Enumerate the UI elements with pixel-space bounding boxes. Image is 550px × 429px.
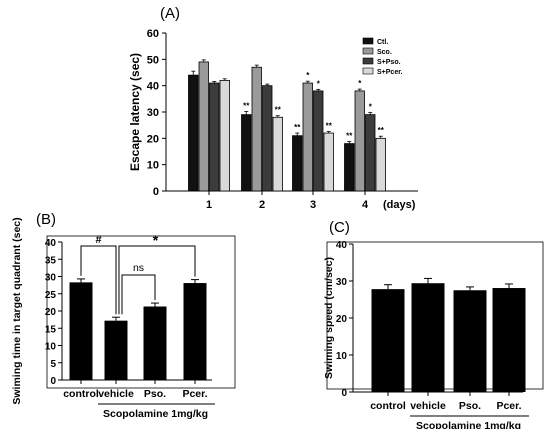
legend-label: S+Pso. — [377, 59, 401, 66]
chart-panel-b: 0 5 10 15 20 25 30 35 40 Swiming time in target q… — [11, 217, 236, 420]
bar-ctl-day3 — [292, 135, 303, 192]
x-tick-label: control — [63, 388, 99, 400]
bar-sco-day1 — [198, 61, 209, 192]
bar-pcer — [183, 283, 207, 380]
chart-panel-a: 0 10 20 30 40 50 60 Escape latency (sec) 1 2 3 4 (da… — [128, 28, 418, 211]
y-tick-label: 20 — [45, 307, 57, 318]
x-tick-label: vehicle — [98, 388, 134, 400]
bar-ctl-day2 — [241, 114, 252, 192]
y-tick-label: 15 — [45, 324, 57, 335]
x-axis-title: Scopolamine 1mg/kg — [103, 408, 208, 420]
y-tick-label: 5 — [50, 359, 56, 370]
sig-label: * — [153, 232, 159, 248]
bar-spcer-day4 — [375, 137, 386, 192]
y-tick-label: 60 — [147, 28, 159, 40]
bar-vehicle — [411, 283, 445, 392]
significance-marker: ** — [294, 123, 301, 132]
x-axis-title: Scopolamine 1mg/kg — [416, 420, 521, 429]
panel-frame — [46, 235, 236, 389]
y-tick-label: 35 — [45, 255, 57, 266]
panel-label-c: (C) — [329, 219, 350, 236]
bar-spcer-day2 — [272, 116, 283, 192]
y-tick-label: 50 — [147, 54, 159, 66]
legend-swatch — [362, 47, 374, 55]
y-tick-label: 20 — [147, 133, 159, 145]
legend-swatch — [362, 57, 374, 65]
bar-ctl-day1 — [188, 74, 199, 192]
sig-label: ns — [133, 262, 144, 274]
y-tick-label: 10 — [336, 351, 348, 362]
sig-bracket — [80, 245, 117, 315]
bar-sco-day4 — [354, 90, 365, 192]
legend-swatch — [362, 37, 374, 45]
bar-spcer-day1 — [219, 80, 230, 192]
bar-control — [371, 289, 405, 392]
x-tick-label: vehicle — [410, 400, 446, 412]
significance-marker: ** — [275, 106, 282, 115]
x-tick-label: 3 — [310, 199, 316, 211]
x-unit-label: (days) — [383, 199, 416, 211]
x-tick-label: control — [370, 400, 406, 412]
legend-label: Sco. — [377, 49, 392, 56]
significance-marker: * — [306, 71, 310, 80]
significance-marker: * — [358, 79, 362, 88]
bar-spso-day3 — [313, 90, 324, 192]
x-tick-label: Pso. — [144, 388, 166, 400]
bar-spso-day1 — [209, 82, 220, 192]
y-tick-label: 20 — [336, 314, 348, 325]
y-tick-label: 25 — [45, 290, 57, 301]
x-tick-label: 4 — [362, 199, 369, 211]
y-tick-label: 40 — [45, 238, 57, 249]
y-tick-label: 30 — [336, 277, 348, 288]
bar-control — [69, 282, 93, 380]
bar-sco-day3 — [302, 82, 313, 192]
bar-spcer-day3 — [323, 132, 334, 192]
legend-label: S+Pcer. — [377, 69, 403, 76]
sig-bracket — [118, 245, 196, 315]
significance-marker: ** — [378, 126, 385, 135]
bar-pso — [453, 290, 487, 392]
x-tick-label: Pcer. — [182, 388, 207, 400]
x-tick-label: 1 — [206, 199, 212, 211]
y-tick-label: 0 — [50, 376, 56, 387]
x-tick-label: 2 — [259, 199, 265, 211]
y-axis-title: Swiming speed (cm/sec) — [323, 257, 335, 379]
bar-spso-day4 — [365, 114, 376, 192]
y-tick-label: 30 — [147, 107, 159, 119]
significance-marker: * — [317, 79, 321, 88]
panel-label-a: (A) — [160, 5, 180, 22]
y-tick-label: 40 — [147, 81, 159, 93]
bar-ctl-day4 — [344, 143, 355, 192]
y-tick-label: 40 — [336, 240, 348, 251]
y-tick-label: 0 — [153, 186, 159, 198]
y-tick-label: 10 — [147, 160, 159, 172]
sig-label: # — [95, 234, 101, 246]
sig-bracket — [121, 274, 156, 315]
x-tick-label: Pcer. — [496, 400, 521, 412]
y-axis-title: Swiming time in target quadrant (sec) — [11, 217, 23, 404]
y-axis-title: Escape latency (sec) — [128, 53, 142, 171]
y-tick-label: 0 — [341, 388, 347, 399]
x-tick-label: Pso. — [459, 400, 481, 412]
y-tick-label: 10 — [45, 342, 57, 353]
bar-spso-day2 — [262, 85, 273, 192]
bar-pcer — [492, 288, 526, 392]
significance-marker: ** — [346, 131, 353, 140]
bar-vehicle — [104, 320, 128, 380]
significance-marker: * — [369, 103, 373, 112]
legend-swatch — [362, 67, 374, 75]
bar-sco-day2 — [251, 66, 262, 192]
panel-label-b: (B) — [36, 211, 56, 228]
significance-marker: ** — [326, 121, 333, 130]
legend-label: Ctl. — [377, 39, 388, 46]
bar-pso — [143, 306, 167, 380]
y-tick-label: 30 — [45, 273, 57, 284]
significance-marker: ** — [243, 101, 250, 110]
